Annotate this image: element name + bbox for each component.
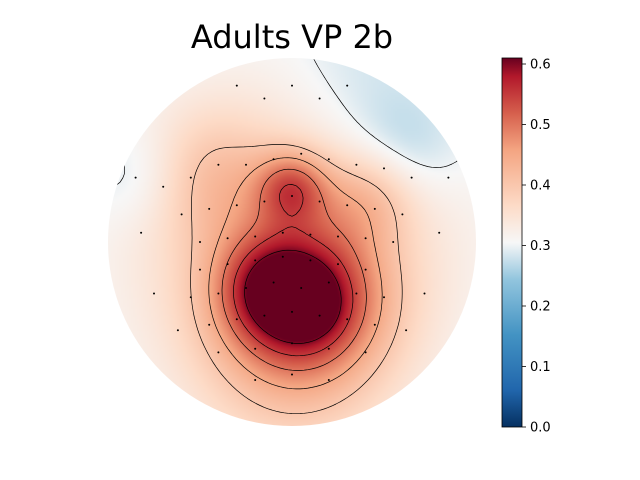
sensor-marker <box>364 351 367 354</box>
sensor-marker <box>373 323 376 326</box>
sensor-marker <box>263 97 266 100</box>
colorbar-tick-label: 0.5 <box>530 118 551 133</box>
colorbar-tick-label: 0.4 <box>530 179 551 194</box>
sensor-marker <box>180 213 183 216</box>
sensor-marker <box>176 329 179 332</box>
sensor-marker <box>405 329 408 332</box>
contour-line-5 <box>244 249 342 344</box>
contour-lines <box>108 58 476 426</box>
sensor-marker <box>235 84 238 87</box>
sensor-marker <box>300 287 303 289</box>
sensor-markers <box>134 84 450 381</box>
sensor-marker <box>254 235 257 238</box>
contour-line-4 <box>233 184 354 357</box>
sensor-marker <box>134 176 137 179</box>
colorbar-tick-label: 0.6 <box>530 58 551 73</box>
sensor-marker <box>327 158 330 161</box>
colorbar-tick-label: 0.1 <box>530 360 551 375</box>
sensor-marker <box>291 84 293 87</box>
chart-title: Adults VP 2b <box>191 18 393 56</box>
colorbar: 0.0 0.1 0.2 0.3 0.4 0.5 0.6 <box>501 57 551 436</box>
sensor-marker <box>355 292 358 295</box>
sensor-marker <box>383 167 385 170</box>
heatmap-surface <box>108 58 476 426</box>
colorbar-tick-label: 0.0 <box>530 421 551 436</box>
sensor-marker <box>263 200 266 203</box>
colorbar-bar <box>501 57 523 428</box>
sensor-marker <box>309 259 312 262</box>
sensor-marker <box>235 318 238 321</box>
sensor-marker <box>392 241 395 243</box>
sensor-marker <box>401 213 404 216</box>
sensor-marker <box>447 176 450 179</box>
sensor-marker <box>208 323 211 326</box>
sensor-marker <box>254 347 257 350</box>
topomap <box>108 58 476 426</box>
sensor-marker <box>272 158 275 161</box>
contour-line-1 <box>190 144 403 415</box>
sensor-marker <box>373 207 376 210</box>
contour-line-2 <box>208 157 383 390</box>
sensor-marker <box>140 231 143 234</box>
colorbar-ticks: 0.0 0.1 0.2 0.3 0.4 0.5 0.6 <box>522 58 551 436</box>
sensor-marker <box>226 237 229 240</box>
sensor-marker <box>364 237 367 240</box>
sensor-marker <box>346 84 349 87</box>
sensor-marker <box>208 207 211 210</box>
sensor-marker <box>217 292 220 295</box>
sensor-marker <box>291 373 293 376</box>
sensor-marker <box>327 347 330 350</box>
sensor-marker <box>245 287 247 289</box>
sensor-marker <box>291 310 293 313</box>
sensor-marker <box>327 281 330 284</box>
contour-line-3 <box>221 168 367 371</box>
sensor-marker <box>337 263 339 266</box>
sensor-marker <box>272 281 275 284</box>
sensor-marker <box>346 204 349 207</box>
sensor-marker <box>235 204 238 207</box>
sensor-marker <box>217 163 220 166</box>
sensor-marker <box>346 318 349 321</box>
sensor-marker <box>226 263 229 266</box>
sensor-marker <box>383 296 385 299</box>
sensor-marker <box>410 176 413 179</box>
sensor-marker <box>364 268 367 271</box>
sensor-marker <box>153 292 155 295</box>
sensor-marker <box>337 235 339 238</box>
sensor-marker <box>438 231 441 234</box>
sensor-marker <box>189 176 192 179</box>
sensor-marker <box>199 241 201 243</box>
sensor-marker <box>309 233 312 236</box>
sensor-marker <box>318 314 321 317</box>
colorbar-tick-label: 0.3 <box>530 239 551 254</box>
sensor-marker <box>199 268 201 271</box>
sensor-marker <box>281 255 284 258</box>
sensor-marker <box>327 379 330 381</box>
sensor-marker <box>254 259 257 262</box>
sensor-marker <box>291 195 293 197</box>
sensor-marker <box>300 152 303 155</box>
sensor-marker <box>189 296 192 299</box>
sensor-marker <box>245 163 247 166</box>
sensor-marker <box>318 97 321 100</box>
sensor-marker <box>318 200 321 203</box>
sensor-marker <box>423 292 426 295</box>
sensor-marker <box>281 231 284 234</box>
colorbar-tick-label: 0.2 <box>530 300 551 315</box>
sensor-marker <box>217 351 220 354</box>
sensor-marker <box>263 314 266 317</box>
sensor-marker <box>291 342 293 345</box>
sensor-marker <box>254 379 257 381</box>
sensor-marker <box>162 185 165 188</box>
sensor-marker <box>355 163 358 166</box>
